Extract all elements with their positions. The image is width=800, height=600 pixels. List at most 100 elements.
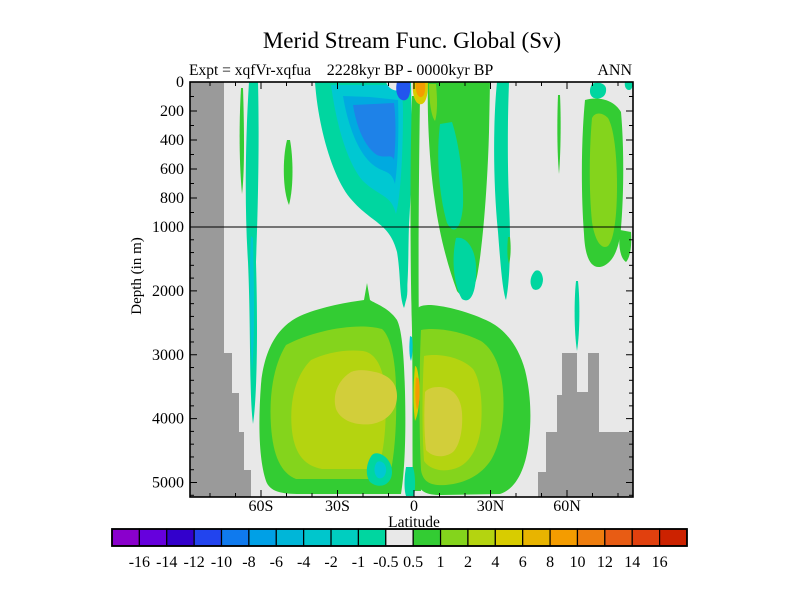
colorbar-cell [604, 528, 633, 547]
colorbar-border [111, 528, 688, 547]
colorbar-level-label: 12 [597, 554, 613, 571]
colorbar-cell [467, 528, 496, 547]
colorbar-level-label: -10 [211, 554, 232, 571]
contour-band--1..-0.5 [453, 237, 477, 301]
y-axis-title: Depth (in m) [129, 237, 145, 314]
contour-band-0.5..1 [557, 95, 561, 174]
colorbar-level-label: 2 [464, 554, 472, 571]
contour-band-4..6 [424, 387, 463, 457]
y-tick-label: 1000 [152, 219, 184, 236]
colorbar-cell [166, 528, 195, 547]
y-tick-label: 5000 [152, 475, 184, 492]
axis-tick-labels-layer: 60S 30S 0 30N 60N 0 200 400 600 800 1000 2000 3000 40… [152, 74, 581, 515]
contour-band--6..-4 [353, 103, 396, 160]
y-tick-label: 3000 [152, 347, 184, 364]
colorbar-cell [303, 528, 332, 547]
contour-band--1..-0.5 [404, 467, 416, 496]
colorbar-level-label: -2 [324, 554, 337, 571]
colorbar-level-label: 10 [569, 554, 585, 571]
contour-band-0.5..1 [283, 140, 293, 205]
colorbar-level-label: -6 [270, 554, 283, 571]
y-tick-label: 600 [160, 161, 184, 178]
colorbar-level-label: -16 [129, 554, 150, 571]
colorbar-cell [138, 528, 168, 547]
colorbar-cell [439, 528, 469, 547]
contour-band--1..-0.5 [589, 82, 607, 99]
contour-band-0.5..1 [239, 88, 244, 194]
colorbar-cell [658, 528, 688, 547]
colorbar-cell [631, 528, 661, 547]
y-tick-label: 4000 [152, 411, 184, 428]
y-tick-label: 400 [160, 132, 184, 149]
colorbar-level-label: -8 [242, 554, 255, 571]
colorbar-level-label: 0.5 [403, 554, 423, 571]
x-tick-label: 60S [249, 498, 274, 515]
y-tick-label: 0 [176, 74, 184, 91]
colorbar-labels: -16 -14 -12 -10 -8 -6 -4 -2 -1 -0.5 0.5 1 2 4 6 8 10 12 14… [129, 554, 668, 571]
y-tick-label: 800 [160, 190, 184, 207]
contour-band--1..-0.5 [402, 278, 408, 303]
colorbar-cell [275, 528, 305, 547]
y-tick-label: 200 [160, 103, 184, 120]
y-tick-label: 2000 [152, 283, 184, 300]
x-tick-label: 60N [553, 498, 581, 515]
colorbar-cell [412, 528, 442, 547]
colorbar-level-label: -0.5 [373, 554, 398, 571]
colorbar-level-label: -4 [297, 554, 310, 571]
x-tick-label: 0 [410, 498, 418, 515]
colorbar-cell [494, 528, 524, 547]
bathymetry-layer [190, 82, 633, 497]
colorbar-level-label: -1 [352, 554, 365, 571]
plot-frame [189, 81, 634, 498]
colorbar-level-label: 8 [546, 554, 554, 571]
contour-band--2..-1 [374, 461, 387, 479]
season-label: ANN [597, 62, 632, 79]
colorbar-cell [385, 528, 414, 547]
contour-band-8..10 [415, 377, 420, 410]
contour-band--1..-0.5 [494, 82, 510, 300]
colorbar-cell [111, 528, 140, 547]
colorbar-level-label: 14 [624, 554, 640, 571]
bathymetry-region [538, 353, 633, 497]
colorbar-cell [220, 528, 250, 547]
colorbar-cell [522, 528, 551, 547]
x-tick-label: 30S [325, 498, 350, 515]
colorbar-level-label: 4 [491, 554, 499, 571]
contour-band-8..10 [415, 83, 426, 98]
colorbar-cell [549, 528, 579, 547]
contour-band--2..-1 [409, 336, 413, 361]
contour-band--0.5..0.5 [408, 424, 412, 469]
colorbar-cell [357, 528, 387, 547]
x-axis-title: Latitude [388, 514, 440, 531]
bathymetry-region [190, 82, 251, 497]
contour-band--1..-0.5 [530, 270, 543, 290]
contour-band--2..-1 [249, 236, 254, 370]
x-tick-label: 30N [477, 498, 505, 515]
contour-layer [239, 82, 633, 496]
contour-band-1..2 [429, 84, 437, 121]
contour-band-0.5..1 [507, 237, 511, 264]
colorbar-level-label: -12 [183, 554, 204, 571]
colorbar-level-label: 1 [437, 554, 445, 571]
colorbar-cell [576, 528, 606, 547]
colorbar-level-label: 16 [652, 554, 668, 571]
axis-ticks-layer [190, 81, 633, 497]
period-label: 2228kyr BP - 0000kyr BP [327, 62, 494, 79]
chart-title: Merid Stream Func. Global (Sv) [263, 28, 561, 53]
contour-band--1..-0.5 [438, 122, 464, 230]
contour-band--1..-0.5 [624, 82, 633, 90]
contour-band--8..-6 [396, 82, 411, 101]
experiment-label: Expt = xqfVr-xqfua [189, 62, 311, 79]
colorbar-cell [193, 528, 223, 547]
colorbar-level-label: 6 [519, 554, 527, 571]
colorbar-level-label: -14 [156, 554, 177, 571]
contour-band-1..2 [589, 113, 617, 247]
contour-band-4..6 [334, 370, 397, 425]
contour-band-0.5..1 [619, 230, 632, 262]
colorbar-cell [248, 528, 277, 547]
contour-band--1..-0.5 [574, 281, 580, 351]
colorbar [111, 528, 688, 547]
colorbar-cell [330, 528, 360, 547]
